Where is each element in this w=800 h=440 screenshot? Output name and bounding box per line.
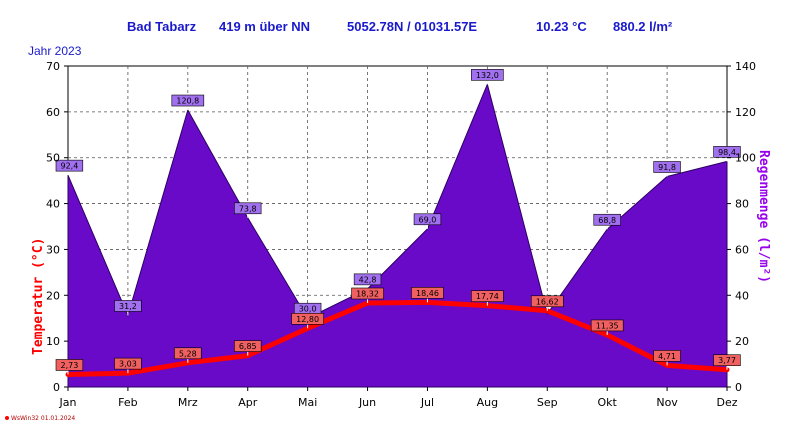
data-label-box <box>351 287 384 300</box>
data-label-box <box>171 94 205 107</box>
station-elevation: 419 m über NN <box>219 19 310 34</box>
data-label: 4,71 <box>658 352 676 361</box>
credit-text: WsWin32 01.01.2024 <box>11 415 75 422</box>
mean-temperature: 10.23 °C <box>536 19 587 34</box>
y2-tick-label: 0 <box>735 381 742 394</box>
data-label: 69,0 <box>419 215 437 224</box>
data-label: 132,0 <box>476 71 499 80</box>
data-label-box <box>471 290 504 302</box>
data-label-box <box>174 347 202 360</box>
data-label: 3,77 <box>718 356 736 365</box>
data-label-box <box>413 213 442 226</box>
y-tick-label: 60 <box>46 106 60 119</box>
x-tick-label: Dez <box>716 396 737 409</box>
temperature-line <box>65 299 730 377</box>
data-label-box <box>593 213 621 226</box>
data-label-box <box>234 202 262 215</box>
x-tick-label: Jun <box>358 396 376 409</box>
x-tick-label: Feb <box>118 396 137 409</box>
y2-tick-label: 60 <box>735 243 749 256</box>
data-label-box <box>55 159 84 172</box>
x-tick-label: Mrz <box>178 396 198 409</box>
data-label: 11,35 <box>596 321 619 330</box>
data-label: 17,74 <box>476 292 499 301</box>
y2-tick-label: 80 <box>735 198 749 211</box>
data-label: 31,2 <box>119 302 137 311</box>
data-label-box <box>530 295 564 308</box>
data-label: 120,8 <box>176 97 199 106</box>
data-label: 42,8 <box>359 275 377 284</box>
data-label: 98,4 <box>718 148 736 157</box>
credit-dot <box>5 416 9 420</box>
data-label-box <box>234 340 262 352</box>
x-tick-label: Jul <box>420 396 434 409</box>
data-label-box <box>471 69 504 81</box>
total-rainfall: 880.2 l/m² <box>613 19 673 34</box>
data-label-box <box>291 313 324 325</box>
x-tick-label: Apr <box>238 396 258 409</box>
y2-tick-label: 120 <box>735 106 756 119</box>
data-label: 73,8 <box>239 204 257 213</box>
data-label-box <box>114 300 142 312</box>
data-label: 91,8 <box>658 163 676 172</box>
y-tick-label: 70 <box>46 60 60 73</box>
y-tick-label: 0 <box>53 381 60 394</box>
y-tick-label: 20 <box>46 289 60 302</box>
y2-tick-label: 140 <box>735 60 756 73</box>
axis-ticks: 0 10 20 30 40 50 60 70 0 20 40 60 80 100 120 140 Jan Feb M… <box>46 60 756 409</box>
data-label: 5,28 <box>179 349 197 358</box>
station-coordinates: 5052.78N / 01031.57E <box>347 19 477 34</box>
data-label: 2,73 <box>60 361 78 370</box>
data-label: 18,32 <box>356 289 379 298</box>
right-axis-label: Regenmenge (l/m²) <box>756 150 771 283</box>
data-label: 30,0 <box>299 305 317 314</box>
data-label: 3,03 <box>119 360 137 369</box>
data-label-box <box>55 359 84 371</box>
x-tick-label: Sep <box>537 396 558 409</box>
data-label-box <box>653 350 681 362</box>
year-label: Jahr 2023 <box>28 44 82 58</box>
x-tick-label: Mai <box>298 396 317 409</box>
data-label-box <box>114 357 142 370</box>
x-tick-label: Nov <box>656 396 678 409</box>
data-label-box <box>713 354 741 367</box>
data-label: 6,85 <box>239 342 257 351</box>
x-tick-label: Okt <box>598 396 618 409</box>
data-label-box <box>590 319 624 332</box>
data-label: 92,4 <box>60 162 78 171</box>
y2-tick-label: 100 <box>735 152 756 165</box>
x-tick-label: Jan <box>59 396 77 409</box>
y-tick-label: 30 <box>46 243 60 256</box>
data-label-box <box>353 273 382 286</box>
y2-tick-label: 40 <box>735 289 749 302</box>
station-name: Bad Tabarz <box>127 19 197 34</box>
data-label: 68,8 <box>598 216 616 225</box>
temperature-series <box>65 299 730 377</box>
data-label-box <box>411 287 444 299</box>
left-axis-label: Temperatur (°C) <box>31 238 46 355</box>
y-tick-label: 10 <box>46 335 60 348</box>
data-label-box <box>653 161 681 173</box>
data-label: 18,46 <box>416 289 439 298</box>
rain-area <box>67 82 728 388</box>
rain-area-series <box>67 82 728 388</box>
x-tick-label: Aug <box>477 396 498 409</box>
y-tick-label: 50 <box>46 152 60 165</box>
y2-tick-label: 20 <box>735 335 749 348</box>
data-label: 12,80 <box>296 315 319 324</box>
data-labels: 92,4 31,2 120,8 73,8 30,0 42,8 69,0 132,0 68,8 91… <box>55 69 741 375</box>
data-label: 16,62 <box>536 297 559 306</box>
y-tick-label: 40 <box>46 198 60 211</box>
